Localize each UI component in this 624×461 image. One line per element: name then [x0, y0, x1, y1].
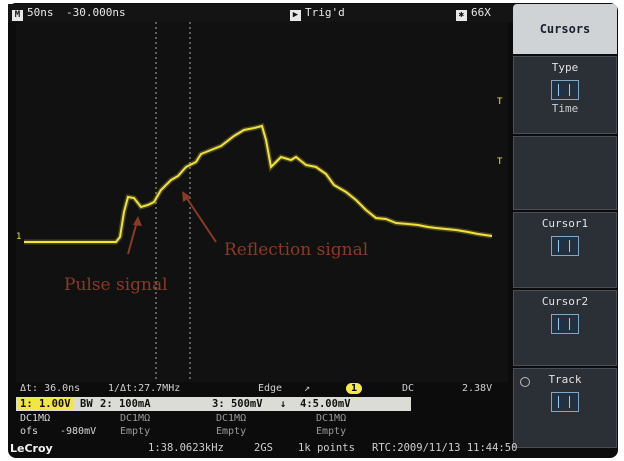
waveform-display[interactable]: 1 T T Pulse signal Reflection signal — [16, 22, 508, 382]
ch2-empty: Empty — [120, 426, 151, 437]
trigger-slope-icon: ↗ — [304, 383, 311, 394]
inverse-delta-t: 1/Δt:27.7MHz — [108, 383, 181, 394]
ch4-setting[interactable]: 4:5.00mV — [300, 398, 351, 410]
trigger-type: Edge — [258, 383, 283, 394]
bandwidth-limit: BW — [80, 398, 93, 410]
record-length: 1k points — [298, 442, 355, 454]
reflection-arrow — [183, 193, 217, 243]
ch4-coupling: DC1MΩ — [316, 413, 347, 424]
acquisition-icon: ✱ — [456, 10, 467, 21]
waveform-svg: 1 T T Pulse signal Reflection signal — [16, 22, 503, 382]
play-icon: ▶ — [290, 10, 301, 21]
blank-button[interactable] — [513, 136, 617, 210]
pulse-label: Pulse signal — [64, 275, 168, 295]
time-cursor-icon — [551, 80, 579, 100]
sample-rate: 2GS — [254, 442, 273, 454]
type-value: Time — [551, 102, 579, 115]
ch3-arrow-icon: ↓ — [280, 398, 287, 410]
cursor2-label: Cursor2 — [541, 295, 589, 308]
ch1-setting[interactable]: 1: 1.00V — [18, 398, 73, 410]
cursor-readout: Δt: 36.0ns 1/Δt:27.7MHz Edge ↗ 1 DC 2.38… — [16, 382, 508, 396]
trigger-level: 2.38V — [462, 383, 493, 394]
pulse-arrowhead — [133, 216, 142, 226]
ch4-empty: Empty — [316, 426, 347, 437]
delay-readout: -30.000ns — [66, 6, 126, 19]
track-button[interactable]: Track — [513, 368, 617, 448]
timebase-readout[interactable]: M 50ns — [12, 6, 54, 21]
reflection-arrowhead — [182, 191, 191, 202]
trigger-coupling: DC — [402, 383, 415, 394]
type-button[interactable]: Type Time — [513, 56, 617, 134]
trigger-channel-badge[interactable]: 1 — [346, 383, 363, 394]
real-time-clock: RTC:2009/11/13 11:44:50 — [372, 442, 518, 454]
ch2-setting[interactable]: 2: 100mA — [100, 398, 151, 410]
ch3-coupling: DC1MΩ — [216, 413, 247, 424]
cursor1-icon — [551, 236, 579, 256]
ch2-coupling: DC1MΩ — [120, 413, 151, 424]
knob-icon — [520, 377, 530, 387]
timebase-icon: M — [12, 10, 23, 21]
ch1-trace — [24, 124, 493, 243]
ch3-setting[interactable]: 3: 500mV — [212, 398, 263, 410]
cursor2-button[interactable]: Cursor2 — [513, 290, 617, 366]
bottom-status: LeCroy 1:38.0623kHz 2GS 1k points RTC:20… — [8, 440, 518, 457]
status-bar: M 50ns -30.000ns ▶ Trig'd ✱ 66X — [8, 4, 513, 22]
ch3-empty: Empty — [216, 426, 247, 437]
reflection-label: Reflection signal — [224, 240, 368, 260]
cursors-menu: Cursors Type Time Cursor1 Cursor2 Track — [513, 4, 617, 454]
frequency-readout: 1:38.0623kHz — [148, 442, 224, 454]
track-icon — [551, 392, 579, 412]
cursor2-icon — [551, 314, 579, 334]
ch1-offset: -980mV — [60, 426, 97, 437]
trace-glow — [24, 122, 493, 245]
offset-label: ofs — [20, 426, 39, 437]
track-label: Track — [548, 373, 582, 386]
cursor1-label: Cursor1 — [541, 217, 589, 230]
channel-details: DC1MΩ DC1MΩ DC1MΩ DC1MΩ ofs -980mV Empty… — [16, 411, 511, 441]
delta-t: Δt: 36.0ns — [20, 383, 81, 394]
cursor1-button[interactable]: Cursor1 — [513, 212, 617, 288]
ch1-coupling: DC1MΩ — [20, 413, 51, 424]
sample-rate-readout: ✱ 66X — [456, 6, 491, 21]
trigger-status[interactable]: ▶ Trig'd — [290, 6, 345, 21]
type-label: Type — [551, 61, 579, 74]
trigger-marker: T — [497, 157, 503, 167]
menu-title[interactable]: Cursors — [513, 4, 617, 54]
level-marker: T — [497, 97, 503, 107]
lecroy-logo: LeCroy — [10, 442, 53, 455]
ch1-marker: 1 — [16, 232, 21, 242]
channel-bar: 1: 1.00V BW 2: 100mA 3: 500mV ↓ 4:5.00mV — [16, 397, 411, 411]
